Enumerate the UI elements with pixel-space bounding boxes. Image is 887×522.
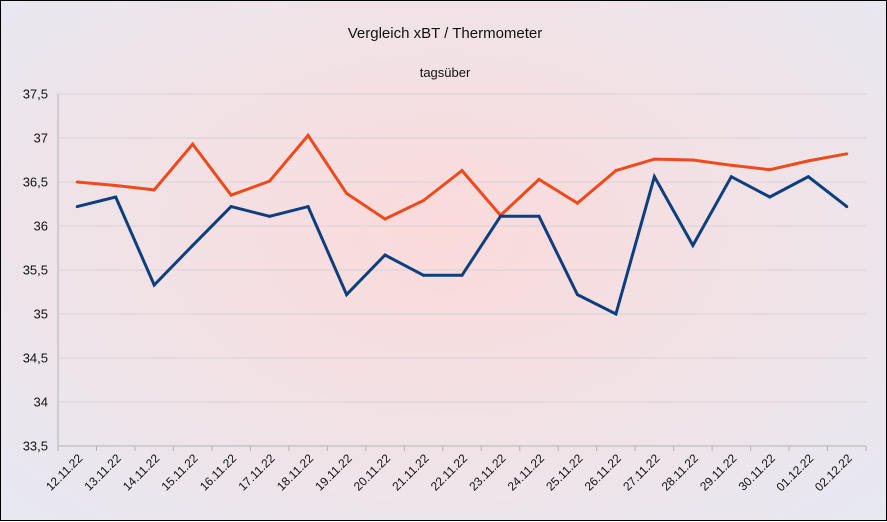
data-point bbox=[575, 201, 579, 205]
y-tick-labels: 33,5 34 34,5 35 35,5 36 36,5 37 37,5 bbox=[23, 87, 48, 454]
x-tick-label: 26.11.22 bbox=[582, 451, 625, 494]
x-tick-label: 17.11.22 bbox=[235, 451, 278, 494]
data-point bbox=[114, 195, 118, 199]
chart-subtitle: tagsüber bbox=[420, 65, 471, 80]
x-tick-label: 12.11.22 bbox=[43, 451, 86, 494]
y-tick-label: 34 bbox=[34, 395, 48, 410]
data-point bbox=[729, 175, 733, 179]
data-point bbox=[460, 273, 464, 277]
x-tick-label: 29.11.22 bbox=[697, 451, 740, 494]
x-tick-label: 30.11.22 bbox=[736, 451, 779, 494]
data-point bbox=[845, 152, 849, 156]
data-point bbox=[652, 175, 656, 179]
data-point bbox=[75, 180, 79, 184]
y-tick-label: 35,5 bbox=[23, 263, 48, 278]
x-tick-label: 18.11.22 bbox=[274, 451, 317, 494]
y-tick-label: 34,5 bbox=[23, 351, 48, 366]
y-tick-label: 37,5 bbox=[23, 87, 48, 102]
x-tick-label: 15.11.22 bbox=[158, 451, 201, 494]
data-point bbox=[306, 205, 310, 209]
data-point bbox=[614, 169, 618, 173]
y-tick-label: 36 bbox=[34, 219, 48, 234]
x-tick-label: 13.11.22 bbox=[82, 451, 125, 494]
data-point bbox=[537, 177, 541, 181]
data-point bbox=[806, 175, 810, 179]
data-point bbox=[191, 142, 195, 146]
data-point bbox=[306, 133, 310, 137]
y-tick-label: 36,5 bbox=[23, 175, 48, 190]
data-point bbox=[498, 214, 502, 218]
x-tick-label: 16.11.22 bbox=[197, 451, 240, 494]
data-point bbox=[845, 205, 849, 209]
data-point bbox=[768, 195, 772, 199]
x-tick-label: 23.11.22 bbox=[466, 451, 509, 494]
x-tick-label: 22.11.22 bbox=[428, 451, 471, 494]
data-point bbox=[614, 312, 618, 316]
data-point bbox=[422, 273, 426, 277]
data-point bbox=[152, 283, 156, 287]
series-lines bbox=[75, 132, 849, 317]
x-tick-label: 14.11.22 bbox=[120, 451, 163, 494]
data-point bbox=[729, 163, 733, 167]
data-point bbox=[268, 179, 272, 183]
data-point bbox=[383, 217, 387, 221]
data-point bbox=[422, 198, 426, 202]
x-tick-labels: 12.11.2213.11.2214.11.2215.11.2216.11.22… bbox=[43, 451, 855, 494]
data-point bbox=[537, 214, 541, 218]
chart-title: Vergleich xBT / Thermometer bbox=[348, 25, 543, 42]
x-tick-label: 21.11.22 bbox=[389, 451, 432, 494]
data-point bbox=[691, 158, 695, 162]
data-point bbox=[806, 159, 810, 163]
data-point bbox=[152, 188, 156, 192]
data-point bbox=[691, 243, 695, 247]
data-point bbox=[768, 168, 772, 172]
data-point bbox=[575, 293, 579, 297]
x-tick-label: 01.12.22 bbox=[773, 451, 816, 494]
x-tick-label: 20.11.22 bbox=[351, 451, 394, 494]
x-tick-label: 25.11.22 bbox=[543, 451, 586, 494]
gridlines bbox=[58, 93, 866, 403]
y-tick-label: 37 bbox=[34, 131, 48, 146]
x-tick-label: 19.11.22 bbox=[312, 451, 355, 494]
x-tick-label: 02.12.22 bbox=[812, 451, 855, 494]
data-point bbox=[652, 157, 656, 161]
data-point bbox=[229, 205, 233, 209]
x-tick-label: 28.11.22 bbox=[659, 451, 702, 494]
y-tick-label: 33,5 bbox=[23, 439, 48, 454]
data-point bbox=[268, 214, 272, 218]
data-point bbox=[75, 205, 79, 209]
data-point bbox=[460, 169, 464, 173]
data-point bbox=[383, 253, 387, 257]
data-point bbox=[114, 184, 118, 188]
axes bbox=[57, 94, 867, 451]
x-tick-label: 27.11.22 bbox=[620, 451, 663, 494]
data-point bbox=[191, 243, 195, 247]
y-tick-label: 35 bbox=[34, 307, 48, 322]
data-point bbox=[345, 191, 349, 195]
x-tick-label: 24.11.22 bbox=[505, 451, 548, 494]
data-point bbox=[229, 193, 233, 197]
data-point bbox=[345, 293, 349, 297]
